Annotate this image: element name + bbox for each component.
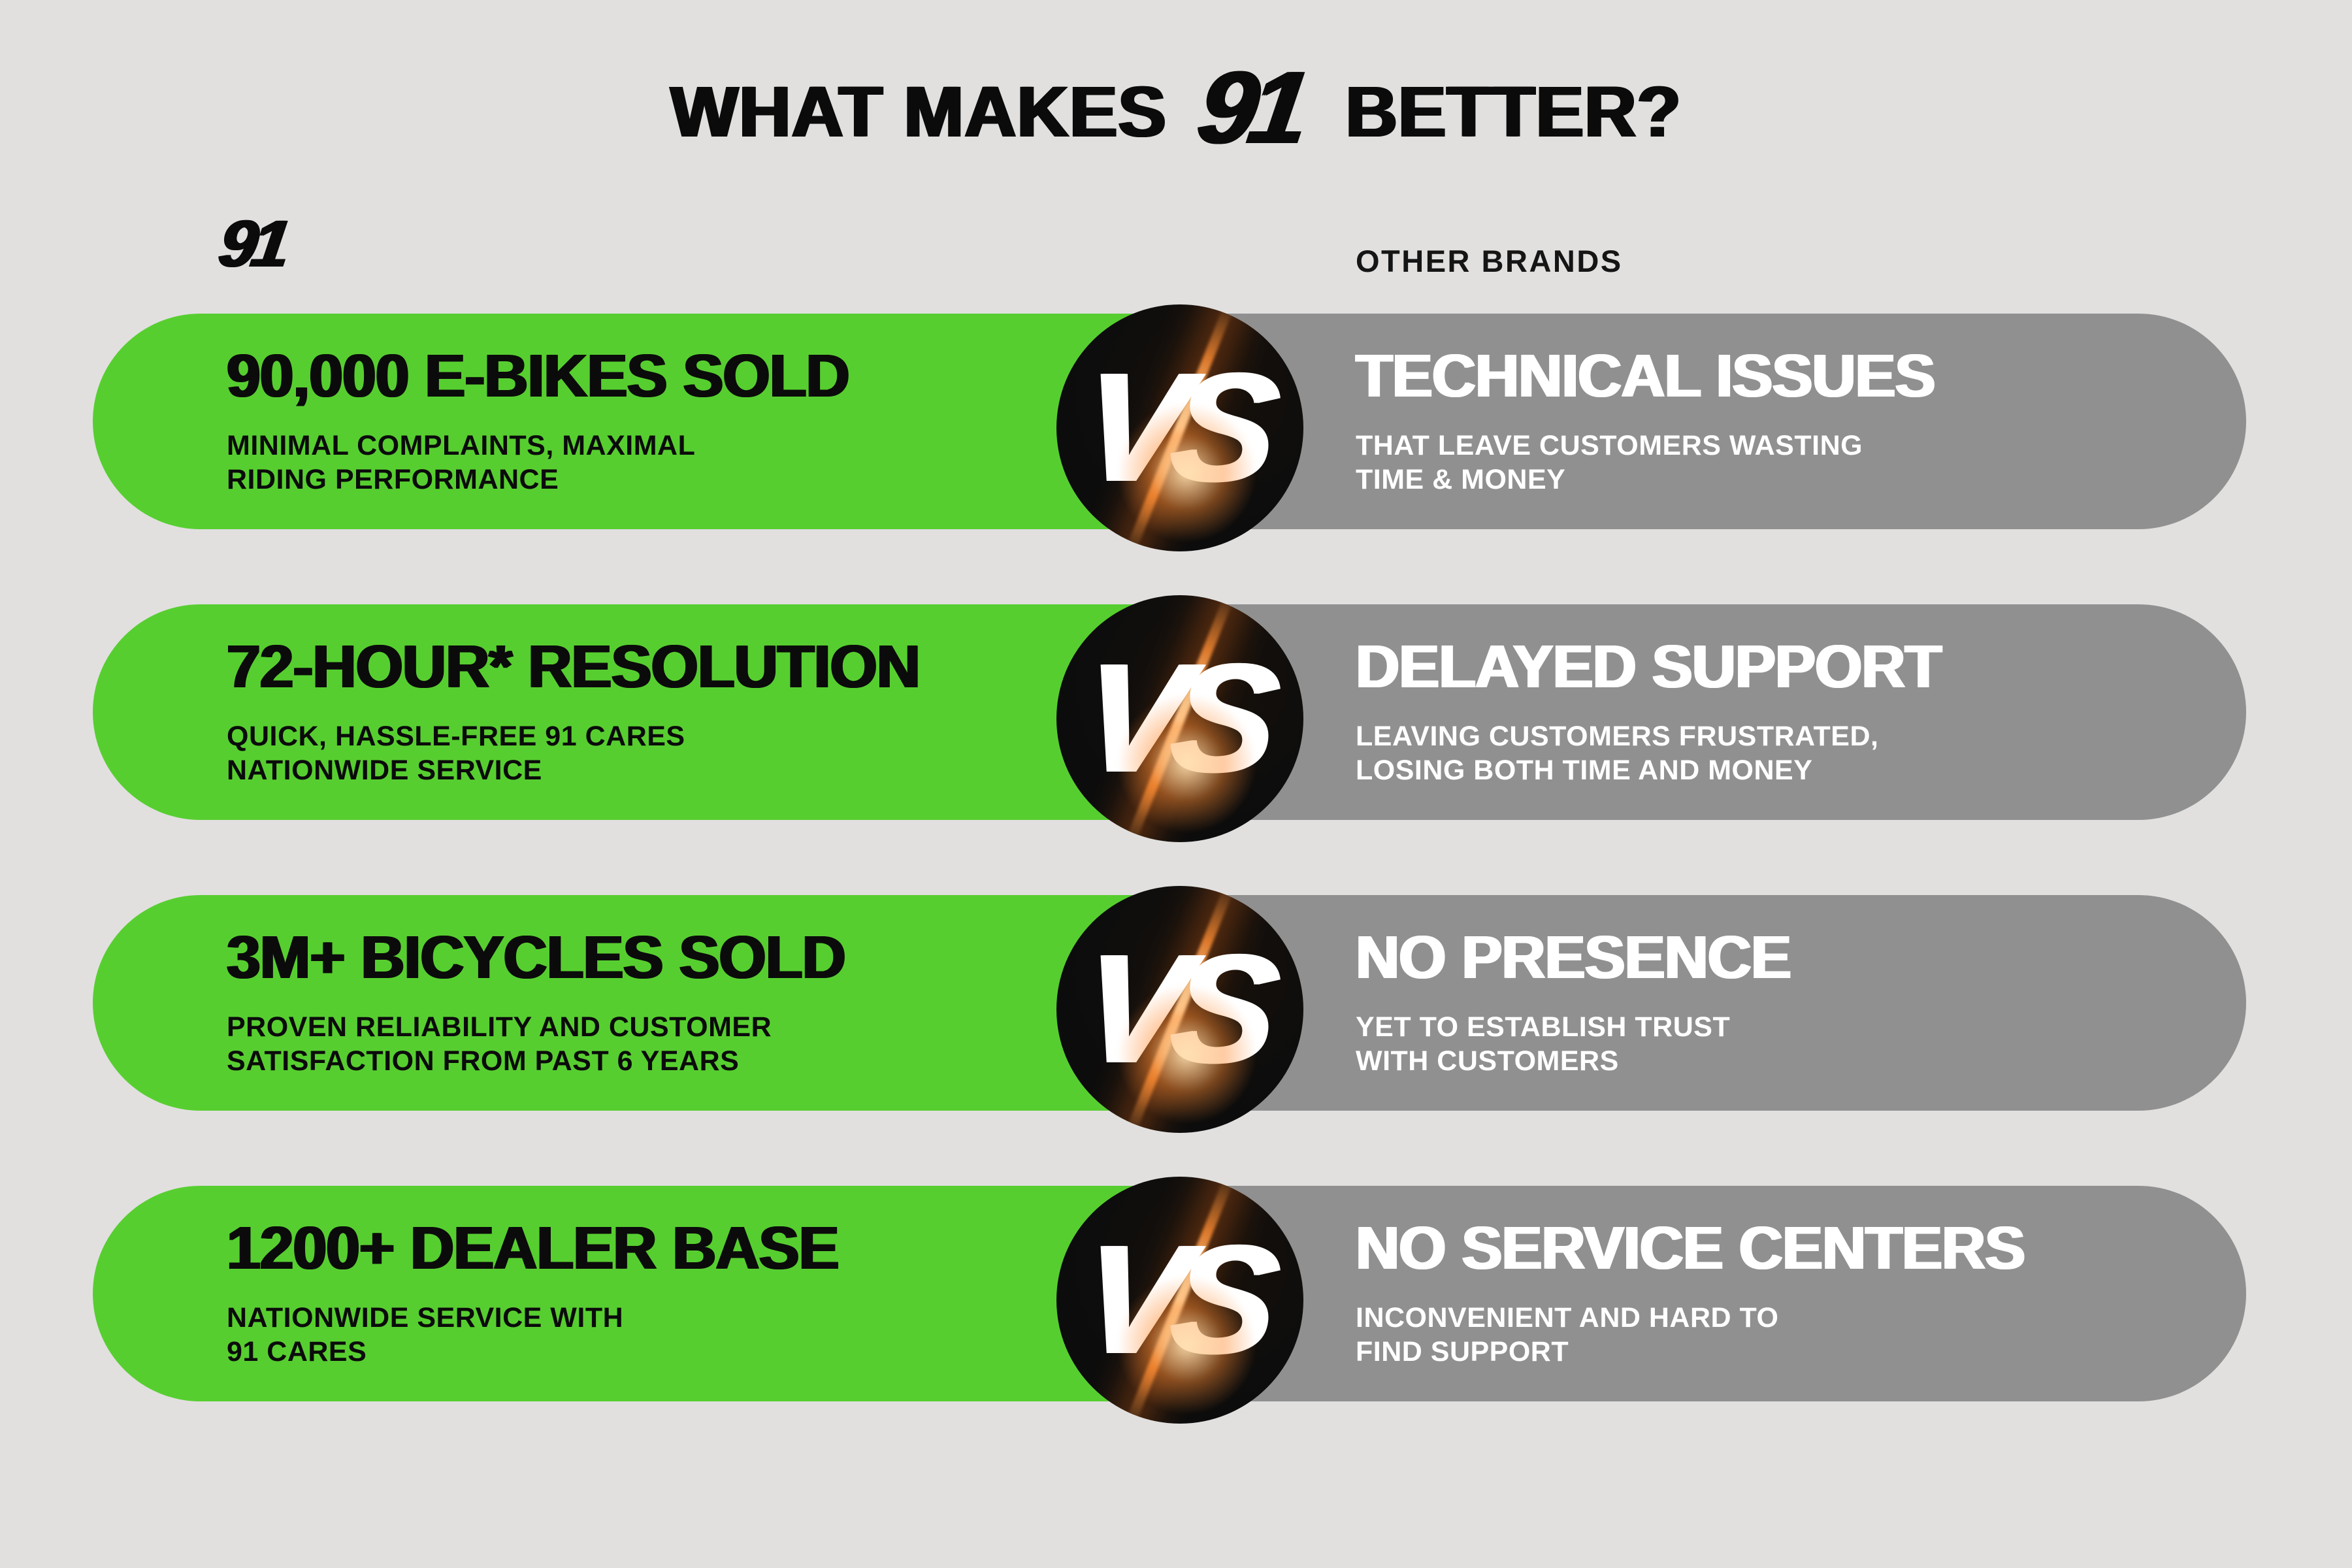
claim-subtext: QUICK, HASSLE-FREE 91 CARES NATIONWIDE S… [227, 720, 972, 787]
flare-glow-icon [1117, 402, 1257, 543]
claim-subtext-line2: RIDING PERFORMANCE [227, 463, 559, 495]
competitor-subtext: LEAVING CUSTOMERS FRUSTRATED, LOSING BOT… [1356, 720, 2142, 787]
competitor-subtext-line2: LOSING BOTH TIME AND MONEY [1356, 754, 1813, 786]
left-column-label-91: 91 [214, 206, 291, 281]
vs-badge: VS [1056, 1177, 1303, 1424]
comparison-row: 90,000 E-BIKES SOLD MINIMAL COMPLAINTS, … [0, 304, 2352, 551]
title-text-right: BETTER? [1345, 72, 1682, 152]
claim-subtext: PROVEN RELIABILITY AND CUSTOMER SATISFAC… [227, 1011, 972, 1078]
vs-badge: VS [1056, 886, 1303, 1133]
claim-subtext-line2: SATISFACTION FROM PAST 6 YEARS [227, 1045, 740, 1077]
claim-headline: 3M+ BICYCLES SOLD [227, 923, 846, 991]
competitor-claim-pill: DELAYED SUPPORT LEAVING CUSTOMERS FRUSTR… [1173, 604, 2246, 820]
competitor-headline: TECHNICAL ISSUES [1356, 341, 1936, 410]
claim-headline: 1200+ DEALER BASE [227, 1213, 840, 1282]
brand-claim-pill: 72-HOUR* RESOLUTION QUICK, HASSLE-FREE 9… [93, 604, 1187, 820]
competitor-subtext: INCONVENIENT AND HARD TO FIND SUPPORT [1356, 1301, 2142, 1369]
competitor-claim-pill: NO SERVICE CENTERS INCONVENIENT AND HARD… [1173, 1186, 2246, 1401]
claim-subtext-line1: NATIONWIDE SERVICE WITH [227, 1301, 624, 1333]
competitor-subtext-line2: WITH CUSTOMERS [1356, 1045, 1619, 1077]
competitor-headline: NO SERVICE CENTERS [1356, 1213, 2025, 1282]
competitor-claim-pill: TECHNICAL ISSUES THAT LEAVE CUSTOMERS WA… [1173, 314, 2246, 529]
competitor-subtext-line1: YET TO ESTABLISH TRUST [1356, 1011, 1731, 1043]
competitor-headline: DELAYED SUPPORT [1356, 632, 1942, 700]
page-title: WHAT MAKES 91 BETTER? [0, 50, 2352, 165]
claim-subtext-line2: 91 CARES [227, 1335, 367, 1367]
brand-claim-pill: 1200+ DEALER BASE NATIONWIDE SERVICE WIT… [93, 1186, 1187, 1401]
flare-glow-icon [1117, 693, 1257, 834]
vs-badge: VS [1056, 304, 1303, 551]
claim-headline: 72-HOUR* RESOLUTION [227, 632, 921, 700]
vs-badge: VS [1056, 595, 1303, 842]
flare-glow-icon [1117, 1275, 1257, 1415]
brand-claim-pill: 90,000 E-BIKES SOLD MINIMAL COMPLAINTS, … [93, 314, 1187, 529]
claim-subtext-line1: PROVEN RELIABILITY AND CUSTOMER [227, 1011, 772, 1043]
claim-subtext-line2: NATIONWIDE SERVICE [227, 754, 542, 786]
claim-subtext: MINIMAL COMPLAINTS, MAXIMAL RIDING PERFO… [227, 429, 972, 497]
flare-glow-icon [1117, 984, 1257, 1124]
competitor-subtext: THAT LEAVE CUSTOMERS WASTING TIME & MONE… [1356, 429, 2142, 497]
right-column-label-other-brands: OTHER BRANDS [1356, 244, 1623, 278]
competitor-subtext-line1: INCONVENIENT AND HARD TO [1356, 1301, 1779, 1333]
claim-subtext-line1: MINIMAL COMPLAINTS, MAXIMAL [227, 429, 696, 461]
competitor-subtext-line2: FIND SUPPORT [1356, 1335, 1569, 1367]
claim-subtext-line1: QUICK, HASSLE-FREE 91 CARES [227, 720, 685, 752]
title-text-left: WHAT MAKES [670, 72, 1167, 152]
comparison-row: 72-HOUR* RESOLUTION QUICK, HASSLE-FREE 9… [0, 595, 2352, 842]
competitor-subtext-line1: THAT LEAVE CUSTOMERS WASTING [1356, 429, 1863, 461]
title-logo-91: 91 [1192, 50, 1310, 165]
brand-claim-pill: 3M+ BICYCLES SOLD PROVEN RELIABILITY AND… [93, 895, 1187, 1111]
competitor-subtext-line2: TIME & MONEY [1356, 463, 1566, 495]
claim-subtext: NATIONWIDE SERVICE WITH 91 CARES [227, 1301, 972, 1369]
competitor-subtext: YET TO ESTABLISH TRUST WITH CUSTOMERS [1356, 1011, 2142, 1078]
competitor-claim-pill: NO PRESENCE YET TO ESTABLISH TRUST WITH … [1173, 895, 2246, 1111]
competitor-headline: NO PRESENCE [1356, 923, 1791, 991]
claim-headline: 90,000 E-BIKES SOLD [227, 341, 850, 410]
comparison-row: 1200+ DEALER BASE NATIONWIDE SERVICE WIT… [0, 1177, 2352, 1424]
comparison-row: 3M+ BICYCLES SOLD PROVEN RELIABILITY AND… [0, 886, 2352, 1133]
competitor-subtext-line1: LEAVING CUSTOMERS FRUSTRATED, [1356, 720, 1879, 752]
